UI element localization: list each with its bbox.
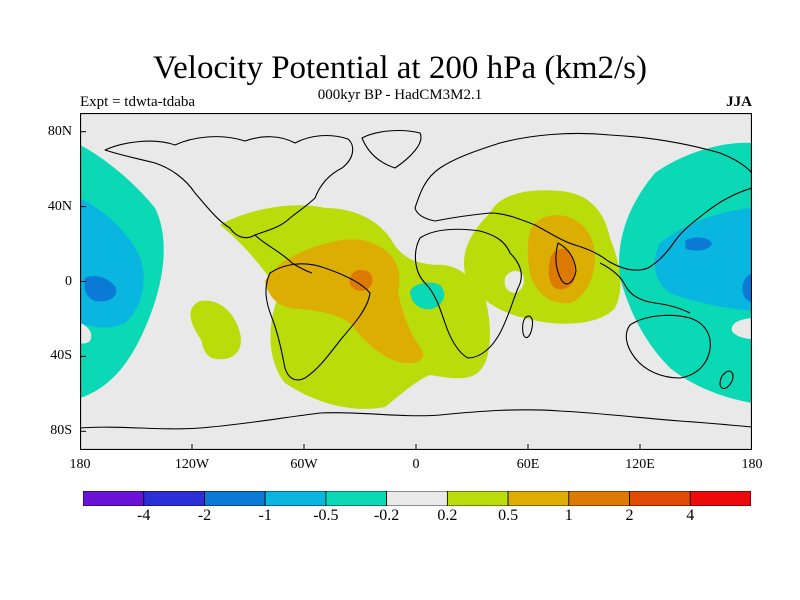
- colorbar-swatch-0: [83, 491, 145, 506]
- contour-fill-grey-eastafrica: [504, 270, 524, 293]
- coast-australia: [625, 314, 711, 379]
- lon-label-180e: 180: [741, 457, 763, 472]
- lat-label-0: 0: [65, 274, 72, 289]
- colorbar-swatch-6: [446, 491, 509, 506]
- lon-label-60e: 60E: [516, 457, 540, 472]
- coast-africa: [414, 228, 522, 359]
- colorbar-label: 0.5: [498, 507, 519, 524]
- colorbar-label: -1: [258, 507, 272, 524]
- coast-new-zealand: [719, 370, 734, 390]
- colorbar-label: -2: [197, 507, 212, 524]
- experiment-label: Expt = tdwta-tdaba: [80, 94, 196, 110]
- contour-fill-neg1-central-pacific: [84, 276, 117, 302]
- colorbar-swatch-5: [386, 491, 448, 506]
- contour-region-indian: [464, 190, 621, 324]
- coast-greenland: [361, 129, 422, 169]
- lon-label-60w: 60W: [290, 457, 318, 472]
- colorbar-swatch-4: [325, 491, 388, 506]
- colorbar-label: 4: [686, 507, 695, 524]
- subtitle: 000kyr BP - HadCM3M2.1: [317, 87, 483, 103]
- coast-central-america: [254, 234, 313, 274]
- coast-antarctica: [80, 409, 752, 430]
- velocity-potential-map: [80, 113, 752, 450]
- contour-fill-neg0.5-west-pacific: [654, 208, 752, 311]
- lat-label-40n: 40N: [47, 199, 72, 214]
- contour-fill-1-arabiansea: [548, 248, 575, 290]
- season-label: JJA: [726, 94, 752, 110]
- colorbar: [83, 491, 751, 506]
- lat-label-40s: 40S: [50, 348, 72, 363]
- contour-fill-1-brazil: [349, 269, 373, 291]
- coast-india: [555, 242, 577, 285]
- contour-fill-neg1-west-pacific-b: [742, 273, 752, 303]
- lat-label-80s: 80S: [50, 423, 72, 438]
- colorbar-label: 1: [564, 507, 573, 524]
- coastlines: [80, 129, 752, 430]
- coast-north-america: [104, 134, 354, 239]
- colorbar-swatch-3: [264, 491, 327, 506]
- title: Velocity Potential at 200 hPa (km2/s): [152, 50, 648, 86]
- colorbar-swatch-10: [689, 491, 751, 506]
- contour-region-central-pacific: [80, 145, 164, 398]
- lat-ticks: [80, 131, 86, 432]
- lon-ticks: [191, 444, 641, 450]
- colorbar-swatch-2: [204, 491, 266, 506]
- contour-region-west-pacific: [619, 142, 752, 404]
- colorbar-swatch-9: [629, 491, 691, 506]
- colorbar-label: -0.2: [373, 507, 400, 524]
- coast-europe-asia: [414, 132, 752, 271]
- lon-label-0: 0: [412, 457, 420, 472]
- lon-label-180w: 180: [69, 457, 91, 472]
- coast-madagascar: [522, 315, 534, 339]
- coast-south-america: [265, 263, 371, 381]
- colorbar-label: -4: [137, 507, 151, 524]
- lon-label-120w: 120W: [174, 457, 210, 472]
- lon-label-120e: 120E: [625, 457, 655, 472]
- contour-fill-neg1-west-pacific-a: [685, 237, 712, 251]
- colorbar-label: 2: [625, 507, 634, 524]
- colorbar-swatch-8: [568, 491, 630, 506]
- colorbar-label: -0.5: [313, 507, 339, 524]
- coast-southeast-asia: [599, 262, 691, 314]
- contour-fill-neg0.2-guinea: [410, 282, 445, 310]
- lat-label-80n: 80N: [47, 124, 72, 139]
- colorbar-swatch-1: [143, 491, 205, 506]
- contour-fill-0.2-sepacific: [190, 300, 241, 360]
- contour-fill-grey-hole-se: [731, 318, 752, 339]
- contour-fill-grey-hole-sw: [80, 323, 92, 344]
- colorbar-label: 0.2: [437, 507, 458, 524]
- colorbar-swatch-7: [507, 491, 570, 506]
